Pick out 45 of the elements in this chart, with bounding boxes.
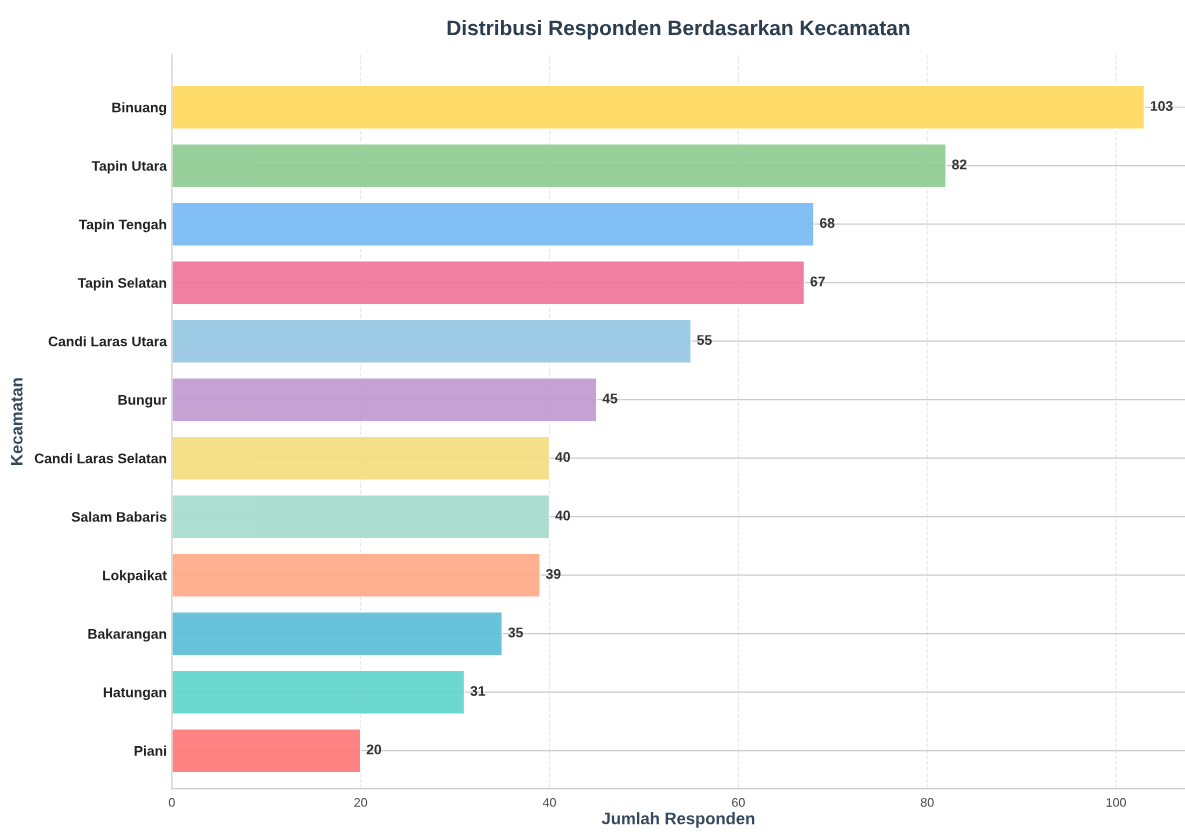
x-tick-label: 60 <box>732 798 745 807</box>
bar <box>171 611 504 657</box>
data-label: 39 <box>545 569 561 579</box>
x-axis-title: Jumlah Responden <box>601 812 755 828</box>
data-label: 35 <box>508 627 523 638</box>
bar <box>171 377 598 423</box>
y-tick-label: Lokpaikat <box>103 570 167 584</box>
x-tick-label: 0 <box>168 798 175 807</box>
bar <box>171 84 1146 130</box>
y-tick-label: Hatungan <box>103 687 167 701</box>
data-label: 45 <box>602 393 618 404</box>
data-label: 31 <box>470 686 486 696</box>
y-tick-label: Piani <box>134 745 166 756</box>
data-label: 103 <box>1150 101 1173 111</box>
y-tick-label: Tapin Selatan <box>77 277 167 291</box>
bar <box>171 143 947 189</box>
y-tick-label: Tapin Tengah <box>78 219 167 233</box>
y-tick-label: Bakarangan <box>88 628 167 642</box>
x-tick-label: 40 <box>542 798 556 807</box>
x-tick-label: 20 <box>354 798 368 807</box>
y-tick-label: Salam Babaris <box>71 511 167 522</box>
data-label: 40 <box>555 510 570 521</box>
y-tick-label: Candi Laras Selatan <box>34 453 167 464</box>
data-label: 20 <box>366 744 382 755</box>
data-label: 40 <box>555 452 570 462</box>
chart-title: Distribusi Responden Berdasarkan Kecamatan <box>447 19 910 40</box>
bar <box>171 494 551 540</box>
y-tick-label: Binuang <box>112 102 167 116</box>
y-axis-title: Kecamatan <box>10 378 23 465</box>
bar <box>171 669 466 715</box>
bar <box>171 728 362 774</box>
bar <box>171 201 815 247</box>
bar <box>171 435 551 481</box>
x-tick-label: 100 <box>1106 798 1127 807</box>
y-tick-label: Candi Laras Utara <box>48 336 168 347</box>
data-label: 82 <box>952 159 967 170</box>
y-tick-label: Bungur <box>118 395 167 408</box>
y-tick-label: Tapin Utara <box>91 160 168 174</box>
x-tick-label: 80 <box>920 798 934 807</box>
data-label: 68 <box>819 218 835 228</box>
bar <box>171 318 692 364</box>
bar <box>171 552 541 598</box>
data-label: 55 <box>697 335 712 345</box>
bar <box>171 260 806 306</box>
data-label: 67 <box>810 276 825 287</box>
